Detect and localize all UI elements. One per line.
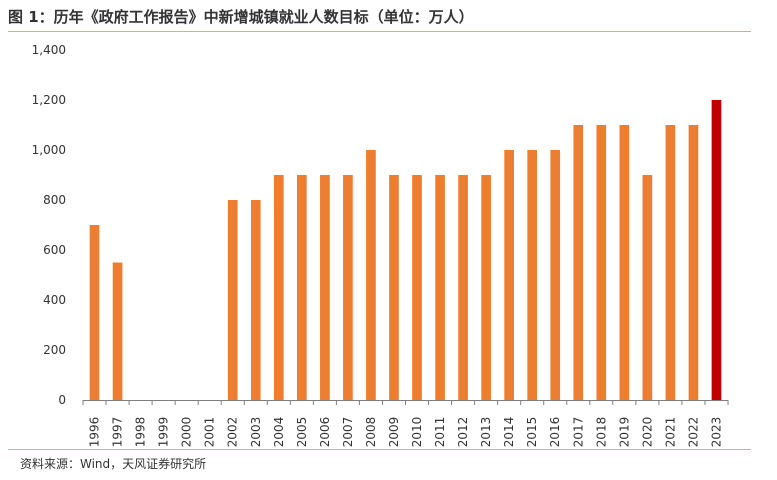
- x-tick-label: 2012: [456, 417, 470, 448]
- y-tick-label: 800: [43, 193, 66, 207]
- y-tick-label: 400: [43, 293, 66, 307]
- bar-2020: [642, 175, 653, 400]
- source-note: 资料来源：Wind，天风证券研究所: [20, 457, 207, 471]
- bars: [89, 100, 722, 400]
- y-tick-label: 600: [43, 243, 66, 257]
- x-axis: 1996 1997 1998 1999 2000 2001 2002 2003 2004 2005…: [82, 400, 729, 448]
- x-tick-label: 2009: [387, 417, 401, 448]
- x-tick-label: 1998: [134, 417, 148, 448]
- x-tick-label: 2020: [640, 417, 654, 448]
- bar-2014: [504, 150, 514, 400]
- bar-2013: [481, 175, 491, 400]
- x-tick-label: 1999: [157, 417, 171, 448]
- y-tick-label: 200: [43, 343, 66, 357]
- bar-2017: [573, 125, 584, 400]
- x-tick-label: 1996: [88, 417, 102, 448]
- x-tick-label: 2011: [433, 417, 447, 448]
- bar-2023: [711, 100, 722, 400]
- y-tick-label: 1,000: [32, 143, 66, 157]
- x-tick-label: 2017: [571, 417, 585, 448]
- x-tick-label: 2019: [617, 417, 631, 448]
- x-tick-label: 2013: [479, 417, 493, 448]
- x-tick-label: 2021: [663, 417, 677, 448]
- bar-2003: [250, 200, 261, 400]
- x-tick-label: 2003: [249, 417, 263, 448]
- x-tick-label: 2006: [318, 417, 332, 448]
- bar-2009: [389, 175, 399, 400]
- title-divider: [8, 31, 751, 32]
- bar-1996: [89, 225, 100, 400]
- y-axis: 0 200 400 600 800 1,000 1,200 1,400: [32, 43, 66, 407]
- bar-2012: [458, 175, 468, 400]
- bar-2010: [412, 175, 422, 400]
- bar-2015: [527, 150, 538, 400]
- x-tick-label: 2018: [594, 417, 608, 448]
- bar-2008: [366, 150, 376, 400]
- x-tick-label: 2007: [341, 417, 355, 448]
- bar-2002: [227, 200, 238, 400]
- x-tick-label: 2014: [502, 417, 516, 448]
- chart-title: 图 1：历年《政府工作报告》中新增城镇就业人数目标（单位：万人）: [8, 8, 474, 26]
- x-tick-label: 2010: [410, 417, 424, 448]
- x-tick-label: 2015: [525, 417, 539, 448]
- source-divider: [8, 449, 751, 450]
- bar-2019: [619, 125, 630, 400]
- x-tick-label: 2002: [226, 417, 240, 448]
- x-tick-label: 2023: [709, 417, 723, 448]
- bar-2007: [343, 175, 353, 400]
- bar-2004: [273, 175, 284, 400]
- bar-2006: [320, 175, 330, 400]
- y-tick-label: 1,400: [32, 43, 66, 57]
- bar-2021: [665, 125, 676, 400]
- x-tick-label: 1997: [111, 417, 125, 448]
- x-tick-label: 2004: [272, 417, 286, 448]
- x-tick-label: 2022: [686, 417, 700, 448]
- bar-2018: [596, 125, 607, 400]
- y-tick-label: 0: [58, 393, 66, 407]
- bar-2016: [550, 150, 561, 400]
- x-tick-label: 2001: [203, 417, 217, 448]
- bar-2005: [297, 175, 307, 400]
- bar-1997: [112, 262, 123, 400]
- x-tick-label: 2016: [548, 417, 562, 448]
- y-tick-label: 1,200: [32, 93, 66, 107]
- x-tick-label: 2000: [180, 417, 194, 448]
- x-tick-label: 2008: [364, 417, 378, 448]
- x-tick-label: 2005: [295, 417, 309, 448]
- bar-2011: [435, 175, 445, 400]
- bar-2022: [688, 125, 699, 400]
